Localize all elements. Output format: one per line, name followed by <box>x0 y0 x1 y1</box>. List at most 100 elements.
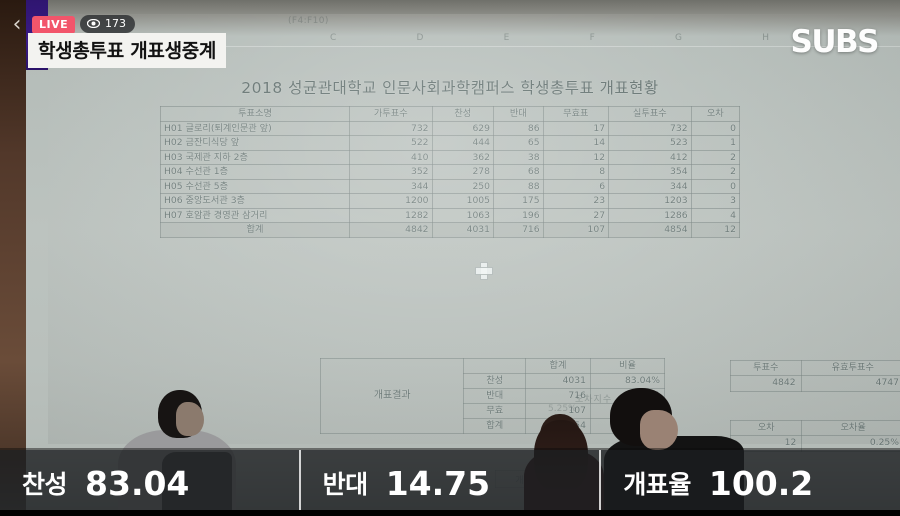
cell-total-label: 합계 <box>160 222 350 238</box>
result-key: 합계 <box>463 417 526 434</box>
ghost-label-error-index: 오차지수 <box>575 395 613 405</box>
cell-no: 65 <box>492 135 544 151</box>
cell-actual: 523 <box>608 135 692 151</box>
stat-label-no: 반대 <box>322 470 369 499</box>
cell-station-name: H07 호암관 경영관 삼거리 <box>160 207 350 223</box>
table-row: H07 호암관 경영관 삼거리 1282 1063 196 27 1286 4 <box>160 207 741 223</box>
projected-slide: 2018 성균관대학교 인문사회과학캠퍼스 학생총투표 개표현황 투표소명 가투… <box>160 72 900 488</box>
table-row: H03 국제관 지하 2층 410 362 38 12 412 2 <box>160 149 741 165</box>
channel-logo: SUBS <box>790 24 880 60</box>
statbar-divider <box>0 448 900 450</box>
cell-no: 68 <box>492 164 544 180</box>
bottom-stat-bar: 찬성 83.04 반대 14.75 개표율 100.2 <box>0 450 900 516</box>
polling-station-table: 투표소명 가투표수 찬성 반대 무효표 실투표수 오차 H01 글로리(퇴계인문… <box>160 106 741 238</box>
cell-cast: 410 <box>349 149 433 165</box>
cell-cast: 522 <box>349 135 433 151</box>
stat-segment-turnout: 개표율 100.2 <box>601 450 900 516</box>
table-row: H04 수선관 1층 352 278 68 8 354 2 <box>160 164 741 180</box>
cell-actual: 1286 <box>608 207 692 223</box>
column-letter-f: F <box>589 33 596 43</box>
error-header-rate: 오차율 <box>801 419 900 437</box>
error-box: 오차 오차율 12 0.25% <box>729 419 900 452</box>
viewer-count-value: 173 <box>105 17 126 30</box>
result-count: 4031 <box>525 372 591 389</box>
cell-station-name: H06 중앙도서관 3층 <box>160 193 350 209</box>
slide-title: 2018 성균관대학교 인문사회과학캠퍼스 학생총투표 개표현황 <box>241 79 659 97</box>
spreadsheet-column-headers: C D E F G H <box>330 30 770 46</box>
cell-error: 0 <box>690 178 741 194</box>
header-yes: 찬성 <box>431 106 494 122</box>
cell-error: 4 <box>690 207 741 223</box>
cell-total-cast: 4842 <box>349 222 433 238</box>
viewer-count-pill: 173 <box>80 15 135 33</box>
stat-label-yes: 찬성 <box>22 470 68 499</box>
cell-no: 175 <box>492 193 544 209</box>
table-row: H06 중앙도서관 3층 1200 1005 175 23 1203 3 <box>160 193 741 209</box>
stream-title: 학생총투표 개표생중계 <box>28 33 227 68</box>
cell-yes: 1063 <box>431 207 494 223</box>
cell-total-no: 716 <box>492 222 544 238</box>
bottom-letterbox <box>0 510 900 516</box>
cell-error: 2 <box>690 149 741 165</box>
cell-yes: 1005 <box>431 193 494 209</box>
votes-box: 투표수 유효투표수 4842 4747 <box>730 359 900 392</box>
result-header-ratio: 비율 <box>589 358 666 374</box>
column-letter-c: C <box>330 33 338 43</box>
cell-actual: 1203 <box>608 193 692 209</box>
error-header-row: 오차 오차율 <box>729 419 900 437</box>
table-row: H02 금잔디식당 앞 522 444 65 14 523 1 <box>160 135 741 151</box>
result-ratio: 83.04% <box>589 372 666 389</box>
cell-station-name: H02 금잔디식당 앞 <box>160 135 350 151</box>
live-badge: LIVE <box>32 16 76 34</box>
stat-label-turnout: 개표율 <box>623 470 691 499</box>
cell-actual: 354 <box>608 164 692 180</box>
back-chevron-icon[interactable]: ‹ <box>12 12 22 37</box>
stat-value-yes: 83.04 <box>85 463 190 503</box>
cell-error: 2 <box>690 164 741 180</box>
error-summary-table: 오차 오차율 12 0.25% <box>729 419 900 452</box>
stat-segment-yes: 찬성 83.04 <box>0 450 301 516</box>
ceiling-shadow <box>0 0 900 14</box>
cell-yes: 362 <box>431 149 494 165</box>
votes-header-row: 투표수 유효투표수 <box>730 359 900 377</box>
cell-total-yes: 4031 <box>431 222 494 238</box>
eye-icon <box>87 19 100 28</box>
left-wall <box>0 0 26 516</box>
cell-total-invalid: 107 <box>542 222 610 238</box>
cell-cast: 1200 <box>349 193 433 209</box>
result-key: 무효 <box>463 402 526 419</box>
header-no: 반대 <box>492 106 544 122</box>
cell-no: 86 <box>492 120 544 136</box>
stat-value-turnout: 100.2 <box>708 463 814 503</box>
ghost-label-error-index-value: 5.25% <box>548 404 577 414</box>
cell-total-error: 12 <box>690 222 741 238</box>
cell-invalid: 12 <box>542 149 610 165</box>
table-row: H01 글로리(퇴계인문관 앞) 732 629 86 17 732 0 <box>160 120 741 136</box>
header-actual-votes: 실투표수 <box>608 106 692 122</box>
cell-actual: 344 <box>608 178 692 194</box>
cell-total-actual: 4854 <box>608 222 692 238</box>
votes-header-total: 투표수 <box>730 359 802 377</box>
cell-cast: 1282 <box>349 207 433 223</box>
cell-yes: 444 <box>431 135 494 151</box>
cell-station-name: H01 글로리(퇴계인문관 앞) <box>160 120 350 136</box>
formula-bar-hint: (F4:F10) <box>288 16 329 26</box>
stat-segment-no: 반대 14.75 <box>300 450 602 516</box>
votes-summary-table: 투표수 유효투표수 4842 4747 <box>730 359 900 392</box>
cell-error: 0 <box>690 120 741 136</box>
cell-invalid: 23 <box>542 193 610 209</box>
cell-invalid: 27 <box>542 207 610 223</box>
votes-value-valid: 4747 <box>800 375 900 392</box>
header-cast-votes: 가투표수 <box>349 106 433 122</box>
cell-yes: 278 <box>431 164 494 180</box>
result-header-row: 개표결과 합계 비율 <box>319 358 666 434</box>
cell-cast: 352 <box>349 164 433 180</box>
votes-value-row: 4842 4747 <box>730 375 900 392</box>
result-header-blank <box>463 358 526 374</box>
sheet-gridline <box>48 46 900 47</box>
table-header-row: 투표소명 가투표수 찬성 반대 무효표 실투표수 오차 <box>160 106 741 122</box>
cell-yes: 250 <box>431 178 494 194</box>
cell-invalid: 17 <box>542 120 610 136</box>
header-station-name: 투표소명 <box>160 106 350 122</box>
